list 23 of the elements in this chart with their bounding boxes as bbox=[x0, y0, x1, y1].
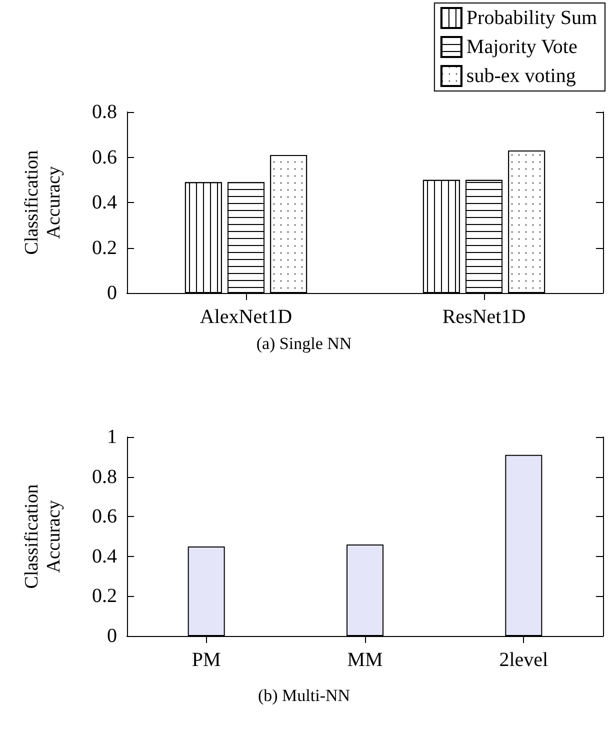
y-tick-label: 0 bbox=[107, 282, 117, 304]
text: (b) Multi-NN bbox=[258, 686, 350, 705]
y-tick-label: 0.2 bbox=[92, 236, 117, 259]
text: (a) Single NN bbox=[256, 334, 352, 353]
y-axis-title: Classification Accuracy bbox=[22, 150, 64, 255]
x-tick-label: 2level bbox=[499, 649, 549, 671]
legend-label: Probability Sum bbox=[466, 7, 598, 29]
y-tick-label: 0.6 bbox=[92, 146, 117, 168]
y-tick-label: 0.8 bbox=[92, 466, 117, 488]
x-tick-label: AlexNet1D bbox=[200, 306, 292, 328]
y-tick-label: 0 bbox=[107, 625, 117, 647]
y-axis-title: Classification Accuracy bbox=[22, 484, 64, 589]
x-tick-label: PM bbox=[192, 649, 222, 671]
y-tick-label: 0.2 bbox=[92, 585, 117, 608]
legend-label: Majority Vote bbox=[466, 36, 578, 58]
y-tick-label: 1 bbox=[107, 426, 117, 448]
y-tick-label: 0.8 bbox=[92, 101, 117, 123]
y-tick-label: 0.6 bbox=[92, 506, 117, 528]
x-tick-label: ResNet1D bbox=[442, 306, 526, 328]
legend-label: sub-ex voting bbox=[466, 65, 576, 87]
y-tick-label: 0.4 bbox=[92, 545, 117, 568]
x-tick-label: MM bbox=[347, 649, 383, 671]
y-tick-label: 0.4 bbox=[92, 192, 117, 214]
